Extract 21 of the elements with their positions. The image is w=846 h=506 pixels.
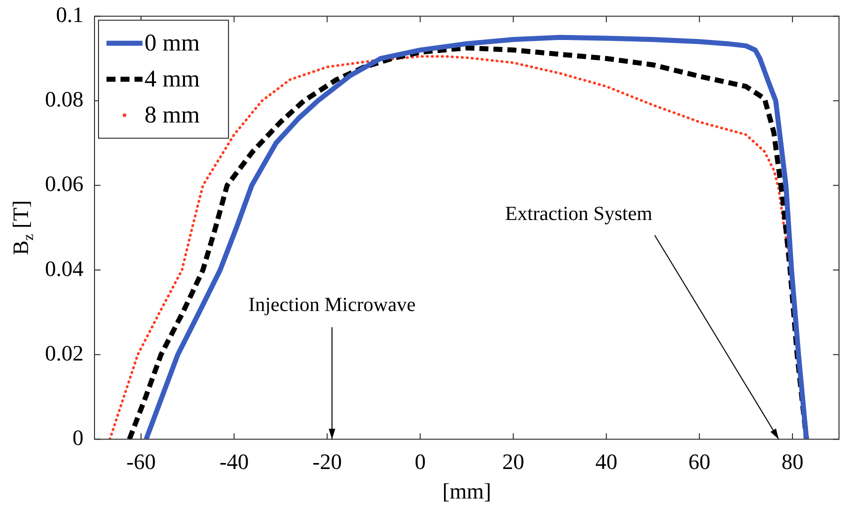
legend-label: 0 mm: [144, 30, 200, 56]
x-tick-label: -60: [126, 449, 156, 474]
x-tick-label: 0: [414, 449, 426, 474]
x-tick-label: 40: [595, 449, 618, 474]
x-tick-label: -20: [312, 449, 342, 474]
annotation: Extraction System: [505, 203, 653, 226]
y-tick-label: 0.06: [45, 171, 84, 196]
legend-label: 8 mm: [144, 102, 200, 128]
annotation: Injection Microwave: [248, 294, 416, 316]
y-tick-label: 0: [72, 424, 84, 450]
x-tick-label: 20: [502, 449, 524, 474]
y-tick-label: 0.08: [45, 86, 84, 112]
x-tick-label: -40: [219, 449, 249, 474]
y-tick-label: 0.02: [45, 340, 84, 366]
y-tick-label: 0.1: [56, 2, 84, 27]
x-tick-label: 80: [781, 449, 804, 474]
y-axis-title: Bz [T]: [8, 200, 37, 256]
y-tick-label: 0.04: [45, 256, 84, 281]
x-axis-title: [mm]: [442, 478, 492, 504]
x-tick-label: 60: [688, 449, 710, 474]
legend-label: 4 mm: [144, 66, 200, 92]
